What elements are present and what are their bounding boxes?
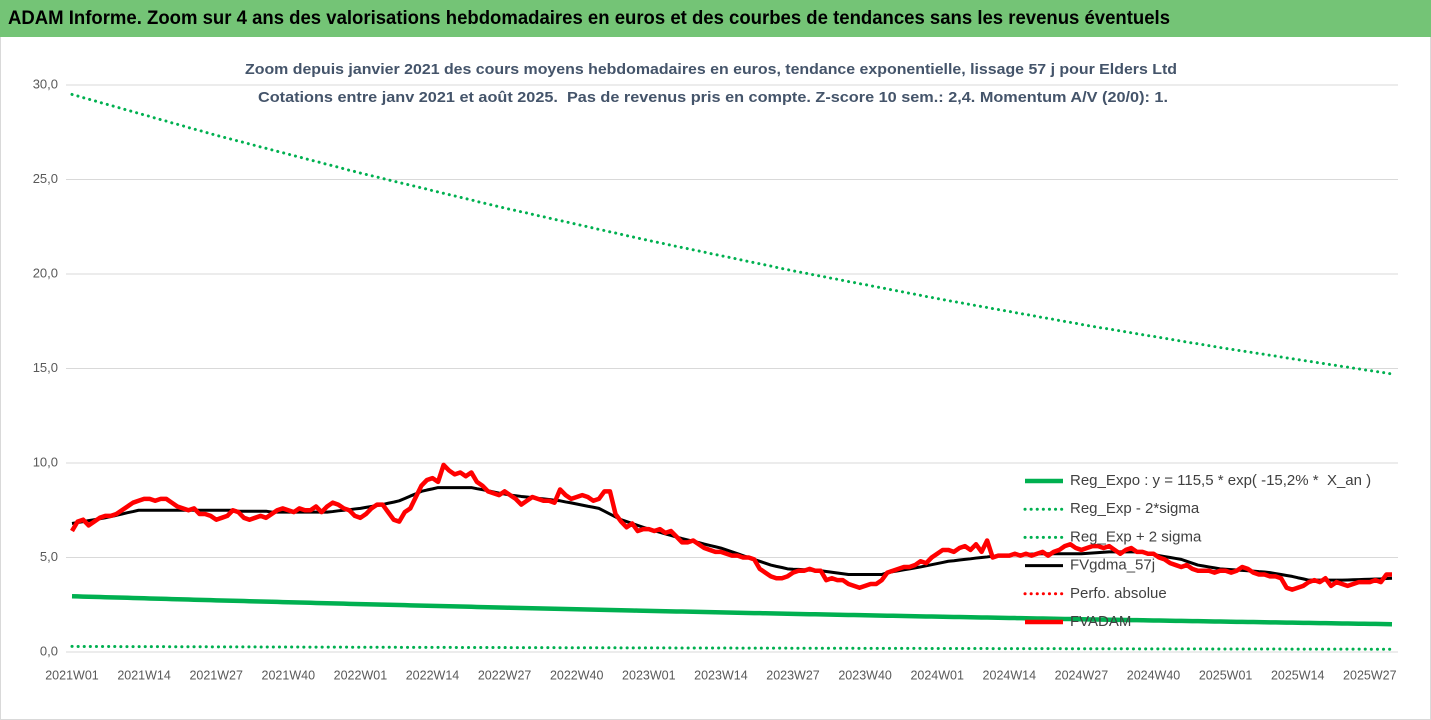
series-line bbox=[70, 462, 1392, 592]
x-tick-label: 2021W01 bbox=[45, 668, 99, 682]
y-tick-label: 5,0 bbox=[40, 549, 58, 564]
plot-lines bbox=[70, 92, 1394, 651]
legend: Reg_Expo : y = 115,5 * exp( -15,2% * X_a… bbox=[1023, 472, 1371, 630]
x-tick-label: 2023W01 bbox=[622, 668, 676, 682]
x-tick-label: 2022W01 bbox=[334, 668, 388, 682]
x-tick-label: 2023W27 bbox=[766, 668, 820, 682]
x-tick-label: 2024W01 bbox=[910, 668, 964, 682]
x-tick-label: 2024W14 bbox=[983, 668, 1037, 682]
chart-title: ADAM Informe. Zoom sur 4 ans des valoris… bbox=[8, 8, 1170, 29]
y-tick-label: 15,0 bbox=[33, 360, 58, 375]
chart-subtitle: Zoom depuis janvier 2021 des cours moyen… bbox=[245, 61, 1177, 78]
series-line bbox=[70, 644, 1394, 651]
y-tick-label: 10,0 bbox=[33, 454, 58, 469]
legend-label: FVADAM bbox=[1070, 613, 1131, 630]
y-tick-label: 0,0 bbox=[40, 643, 58, 658]
x-tick-label: 2022W27 bbox=[478, 668, 532, 682]
title-banner bbox=[0, 0, 1431, 37]
x-tick-label: 2021W14 bbox=[117, 668, 171, 682]
chart-subtitle: Cotations entre janv 2021 et août 2025. … bbox=[258, 89, 1168, 106]
legend-label: Reg_Exp + 2 sigma bbox=[1070, 528, 1202, 545]
legend-label: FVgdma_57j bbox=[1070, 557, 1155, 574]
x-tick-label: 2023W14 bbox=[694, 668, 748, 682]
legend-label: Reg_Exp - 2*sigma bbox=[1070, 500, 1200, 517]
x-tick-label: 2025W14 bbox=[1271, 668, 1325, 682]
grid: 0,0 5,0 10,0 15,0 20,0 25,0 30,0 2021W01 2021W14… bbox=[33, 76, 1398, 682]
y-tick-label: 25,0 bbox=[33, 171, 58, 186]
y-tick-label: 20,0 bbox=[33, 265, 58, 280]
legend-label: Perfo. absolue bbox=[1070, 585, 1167, 602]
x-tick-label: 2021W27 bbox=[189, 668, 243, 682]
x-tick-label: 2022W40 bbox=[550, 668, 604, 682]
x-tick-label: 2023W40 bbox=[838, 668, 892, 682]
series-line bbox=[71, 594, 1393, 627]
x-tick-label: 2021W40 bbox=[262, 668, 316, 682]
x-tick-label: 2024W27 bbox=[1055, 668, 1109, 682]
x-tick-label: 2022W14 bbox=[406, 668, 460, 682]
x-tick-label: 2024W40 bbox=[1127, 668, 1181, 682]
x-tick-label: 2025W27 bbox=[1343, 668, 1397, 682]
y-tick-label: 30,0 bbox=[33, 76, 58, 91]
legend-label: Reg_Expo : y = 115,5 * exp( -15,2% * X_a… bbox=[1070, 472, 1371, 489]
series-line bbox=[70, 92, 1394, 376]
x-tick-label: 2025W01 bbox=[1199, 668, 1253, 682]
